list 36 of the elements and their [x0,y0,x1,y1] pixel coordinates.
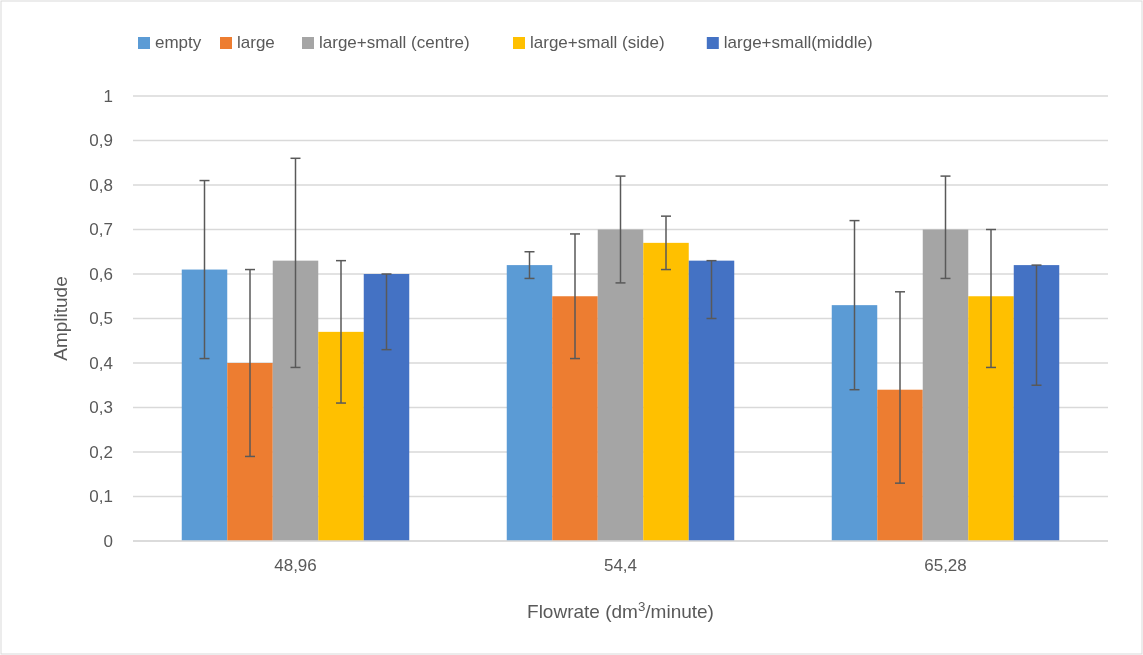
y-tick-label: 0,3 [89,398,113,418]
bar [968,296,1014,541]
y-tick-label: 0,9 [89,131,113,151]
x-tick-label: 65,28 [924,556,967,575]
bar [272,260,319,541]
y-tick-label: 0,7 [89,220,113,240]
y-tick-label: 0,1 [89,487,113,507]
bar [877,389,923,541]
legend-label: large+small (side) [530,33,665,52]
y-tick-label: 0,4 [89,353,113,373]
legend-label: empty [155,33,202,52]
y-tick-label: 0,2 [89,442,113,462]
bar [363,274,410,541]
bar [643,242,689,541]
bar [552,296,598,541]
legend-label: large [237,33,275,52]
bar [181,269,228,541]
bar [318,331,364,541]
y-tick-label: 0,8 [89,175,113,195]
legend-label: large+small (centre) [319,33,470,52]
bar [1013,265,1060,541]
bar [922,229,969,541]
y-tick-label: 1 [103,86,113,106]
y-tick-label: 0,5 [89,309,113,329]
y-tick-label: 0,6 [89,264,113,284]
bar [597,229,644,541]
x-axis-title: Flowrate (dm$^{3}$/minute) [527,598,714,622]
y-tick-label: 0 [103,531,113,551]
bar [688,260,735,541]
x-tick-label: 48,96 [274,556,317,575]
y-axis-title: Amplitude [50,276,71,361]
x-tick-label: 54,4 [603,556,638,575]
bar [227,363,273,541]
legend-label: large+small(middle) [723,33,873,52]
bar [831,305,878,541]
bar [506,265,553,541]
